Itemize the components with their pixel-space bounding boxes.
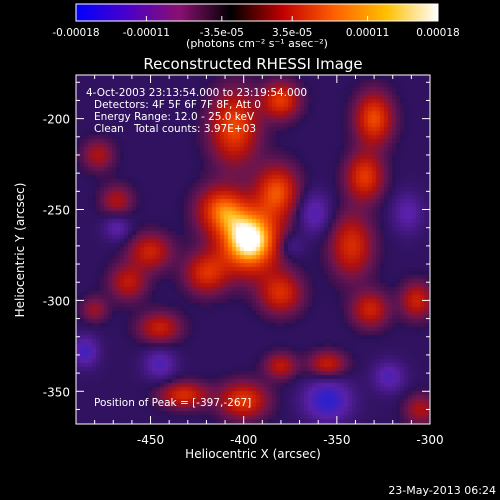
colorbar: -0.00018 -0.00011 -3.5e-05 3.5e-05 0.00011 0.…: [52, 3, 460, 50]
annotation-time: 4-Oct-2003 23:13:54.000 to 23:19:54.000: [86, 87, 307, 99]
chart-title: Reconstructed RHESSI Image: [143, 55, 362, 73]
footer-date: 23-May-2013 06:24: [388, 484, 496, 497]
plot-area: -450 -400 -350 -300 -350 -300 -250 -200: [43, 74, 444, 447]
y-tick-label: -200: [43, 113, 70, 127]
annotation-detectors: Detectors: 4F 5F 6F 7F 8F, Att 0: [94, 99, 261, 111]
x-axis-label: Heliocentric X (arcsec): [185, 447, 321, 461]
y-tick-label: -250: [43, 204, 70, 218]
colorbar-units: (photons cm⁻² s⁻¹ asec⁻²): [186, 37, 328, 50]
colorbar-tick-label: -3.5e-05: [200, 27, 244, 39]
x-axis: -450 -400 -350 -300: [75, 75, 444, 447]
x-tick-label: -450: [137, 433, 164, 447]
colorbar-tick-label: 0.00011: [346, 27, 389, 39]
colorbar-gradient: [75, 3, 439, 22]
x-tick-label: -400: [230, 433, 257, 447]
annotation-clean: Clean: [94, 123, 124, 135]
y-tick-label: -300: [43, 294, 70, 308]
heatmap-image: [76, 75, 430, 424]
peak-label: Position of Peak = [-397,-267]: [94, 397, 251, 409]
annotation-energy: Energy Range: 12.0 - 25.0 keV: [94, 111, 255, 123]
annotations: 4-Oct-2003 23:13:54.000 to 23:19:54.000 …: [86, 87, 307, 409]
colorbar-ticks: -0.00018 -0.00011 -3.5e-05 3.5e-05 0.00011 0.…: [52, 16, 460, 39]
plot-frame: [75, 74, 431, 425]
x-tick-label: -300: [416, 433, 443, 447]
y-tick-label: -350: [43, 385, 70, 399]
colorbar-tick-label: -0.00011: [123, 27, 170, 39]
x-tick-label: -350: [323, 433, 350, 447]
colorbar-tick-label: 3.5e-05: [272, 27, 312, 39]
annotation-counts: Total counts: 3.97E+03: [133, 123, 256, 135]
y-axis: -350 -300 -250 -200: [43, 81, 430, 410]
y-axis-label: Heliocentric Y (arcsec): [13, 183, 27, 318]
colorbar-tick-label: -0.00018: [52, 27, 99, 39]
colorbar-tick-label: 0.00018: [416, 27, 459, 39]
